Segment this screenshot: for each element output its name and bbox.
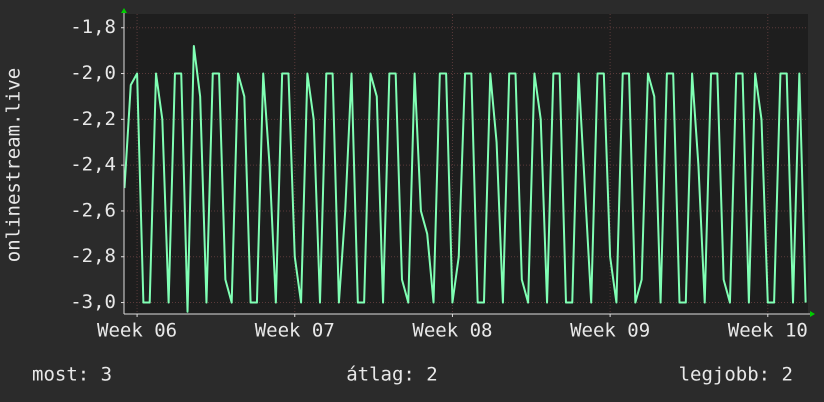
y-tick-label: -2,0: [70, 62, 116, 84]
y-tick-label: -2,6: [70, 199, 116, 221]
legend-average: átlag: 2: [346, 364, 438, 386]
x-tick-label: Week 10: [728, 320, 808, 342]
y-tick-label: -2,4: [70, 154, 116, 176]
x-tick-label: Week 06: [97, 320, 177, 342]
y-tick-label: -2,8: [70, 245, 116, 267]
y-axis-label: onlinestream.live: [3, 68, 25, 262]
marks: [123, 45, 807, 313]
y-tick-label: -3,0: [70, 291, 116, 313]
y-tick-label: -2,2: [70, 108, 116, 130]
x-arrow: [810, 311, 815, 317]
plot-area: [124, 14, 808, 314]
x-tick-label: Week 08: [412, 320, 492, 342]
y-tick-label: -1,8: [70, 16, 116, 38]
legend-max: legjobb: 2: [679, 364, 793, 386]
x-tick-label: Week 09: [570, 320, 650, 342]
legend-current: most: 3: [32, 364, 112, 386]
y-arrow: [121, 8, 127, 13]
data-line: [123, 45, 807, 313]
x-tick-label: Week 07: [255, 320, 335, 342]
